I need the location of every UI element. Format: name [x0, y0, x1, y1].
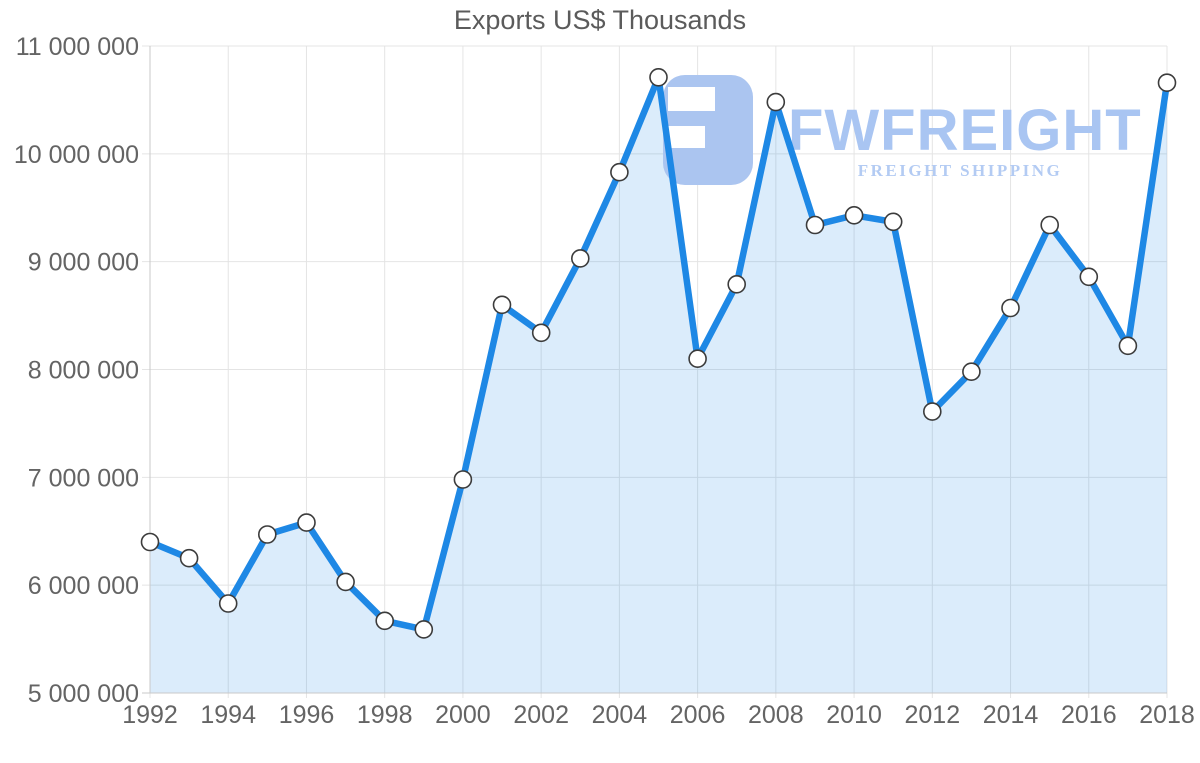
- data-point-2002[interactable]: [531, 323, 551, 343]
- data-point-1995[interactable]: [257, 525, 277, 544]
- data-point-2003[interactable]: [570, 249, 590, 268]
- data-point-2016[interactable]: [1079, 267, 1099, 287]
- x-tick-label: 2008: [748, 701, 804, 729]
- data-point-2012[interactable]: [922, 402, 942, 421]
- area-fill: [150, 77, 1167, 694]
- x-tick-label: 1998: [357, 701, 413, 729]
- data-point-2017[interactable]: [1118, 336, 1138, 356]
- data-point-1999[interactable]: [414, 620, 434, 639]
- x-tick-label: 2010: [826, 701, 882, 729]
- axis-labels: 5 000 000 6 000 000 7 000 000 8 000 000 9 00…: [14, 33, 1195, 729]
- watermark-tagline-text: FREIGHT SHIPPING: [858, 161, 1063, 180]
- y-tick-label: 11 000 000: [16, 33, 139, 61]
- x-tick-label: 1992: [122, 701, 178, 729]
- watermark-logo-bar-top: [668, 87, 715, 111]
- y-tick-label: 8 000 000: [28, 357, 139, 385]
- data-point-2010[interactable]: [844, 206, 864, 225]
- data-points: [140, 68, 1177, 639]
- data-point-2004[interactable]: [610, 162, 629, 182]
- data-point-1992[interactable]: [140, 532, 160, 552]
- data-point-2011[interactable]: [883, 212, 903, 232]
- gridlines: [142, 45, 1168, 698]
- data-point-1996[interactable]: [297, 513, 316, 532]
- data-point-2015[interactable]: [1040, 215, 1059, 235]
- x-tick-label: 2004: [592, 701, 648, 729]
- watermark-logo-bar-bottom: [668, 126, 705, 148]
- data-point-2006[interactable]: [688, 349, 707, 369]
- data-point-2008[interactable]: [766, 92, 786, 112]
- data-point-2018[interactable]: [1157, 73, 1177, 92]
- data-point-1993[interactable]: [179, 548, 199, 568]
- x-tick-label: 2018: [1139, 701, 1195, 729]
- data-point-1997[interactable]: [336, 572, 355, 592]
- y-tick-label: 6 000 000: [28, 572, 139, 600]
- data-point-2009[interactable]: [805, 215, 825, 235]
- x-tick-label: 1994: [200, 701, 256, 729]
- watermark: FWFREIGHT FREIGHT SHIPPING: [663, 75, 1142, 185]
- data-point-2001[interactable]: [492, 295, 512, 315]
- data-point-2005[interactable]: [649, 68, 668, 87]
- y-tick-label: 9 000 000: [28, 249, 139, 277]
- x-tick-label: 2016: [1061, 701, 1117, 729]
- x-tick-label: 2000: [435, 701, 491, 729]
- data-point-2007[interactable]: [727, 274, 747, 294]
- x-tick-label: 2006: [670, 701, 726, 729]
- series-area: [150, 77, 1167, 694]
- x-tick-label: 2012: [904, 701, 960, 729]
- data-point-2013[interactable]: [962, 362, 981, 382]
- y-tick-label: 7 000 000: [28, 464, 139, 492]
- x-tick-label: 1996: [279, 701, 335, 729]
- x-tick-label: 2014: [983, 701, 1039, 729]
- x-tick-label: 2002: [513, 701, 569, 729]
- data-point-1998[interactable]: [375, 611, 395, 631]
- axes: [142, 46, 1167, 694]
- data-point-2014[interactable]: [1001, 298, 1020, 318]
- y-tick-label: 5 000 000: [28, 680, 139, 708]
- data-point-2000[interactable]: [453, 470, 473, 489]
- data-point-1994[interactable]: [218, 594, 238, 613]
- watermark-brand-text: FWFREIGHT: [788, 98, 1142, 163]
- y-tick-label: 10 000 000: [14, 141, 139, 169]
